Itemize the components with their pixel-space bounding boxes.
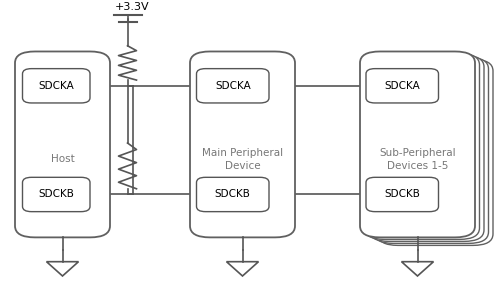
FancyBboxPatch shape (22, 69, 90, 103)
FancyBboxPatch shape (374, 57, 488, 243)
Text: Sub-Peripheral
Devices 1-5: Sub-Peripheral Devices 1-5 (379, 148, 456, 171)
Text: SDCKB: SDCKB (215, 190, 250, 199)
Text: +3.3V: +3.3V (115, 2, 150, 12)
Text: SDCKB: SDCKB (384, 190, 420, 199)
Text: Main Peripheral
Device: Main Peripheral Device (202, 148, 283, 171)
Text: Host: Host (50, 154, 74, 164)
FancyBboxPatch shape (369, 55, 484, 241)
Text: SDCKA: SDCKA (384, 81, 420, 91)
FancyBboxPatch shape (378, 59, 493, 245)
FancyBboxPatch shape (366, 177, 438, 212)
Text: SDCKA: SDCKA (215, 81, 250, 91)
Text: SDCKA: SDCKA (38, 81, 74, 91)
FancyBboxPatch shape (366, 69, 438, 103)
FancyBboxPatch shape (360, 51, 475, 237)
FancyBboxPatch shape (196, 177, 269, 212)
FancyBboxPatch shape (364, 53, 480, 239)
FancyBboxPatch shape (196, 69, 269, 103)
FancyBboxPatch shape (15, 51, 110, 237)
Text: SDCKB: SDCKB (38, 190, 74, 199)
FancyBboxPatch shape (22, 177, 90, 212)
FancyBboxPatch shape (190, 51, 295, 237)
